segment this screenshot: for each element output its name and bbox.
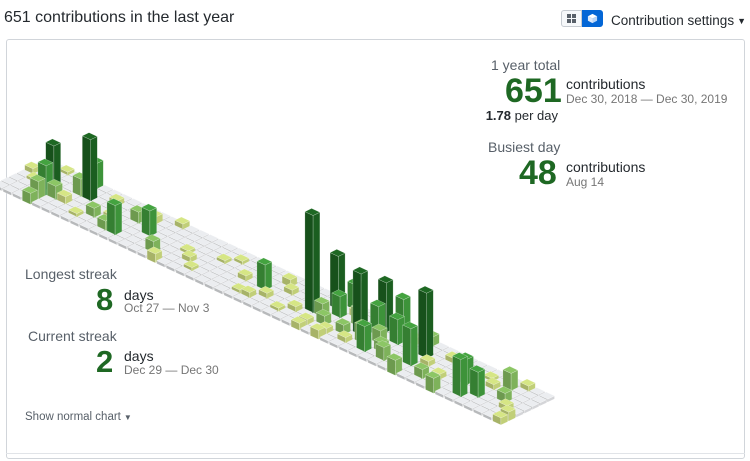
caret-down-icon: ▼ [123,413,132,422]
grid-view-icon[interactable] [561,10,582,27]
contribution-day-cell [452,352,468,399]
contribution-day-cell [21,186,38,205]
contribution-day-cell [402,321,419,369]
contribution-settings-label: Contribution settings [611,13,735,28]
total-label: 1 year total [491,57,561,73]
contribution-day-cell [283,282,300,298]
longest-streak-value: 8 [96,282,114,317]
contribution-day-cell [69,216,86,228]
current-streak-range: Dec 29 — Dec 30 [124,363,219,377]
total-range: Dec 30, 2018 — Dec 30, 2019 [566,92,728,106]
view-toggle[interactable] [561,10,603,27]
show-normal-chart-label: Show normal chart [25,411,121,423]
total-value: 651 [505,72,562,110]
contribution-day-cell [357,351,374,363]
contribution-day-cell [469,364,486,400]
total-unit: contributions [566,76,646,92]
show-normal-chart-link[interactable]: Show normal chart ▼ [25,411,132,423]
busiest-value: 48 [519,154,557,192]
contribution-day-cell [304,208,321,315]
per-day-text: per day [514,108,558,123]
contribution-day-cell [389,312,405,348]
contribution-day-cell [356,319,372,354]
chevron-down-icon: ▼ [737,16,746,27]
current-streak-label: Current streak [28,328,117,344]
busiest-unit: contributions [566,159,646,175]
cube-view-icon[interactable] [582,10,603,27]
per-day: 1.78 per day [486,108,558,123]
current-streak-value: 2 [96,344,114,379]
contribution-day-cell [331,289,348,321]
contribution-day-cell [183,260,200,273]
current-streak-unit: days [124,348,154,364]
contribution-day-cell [81,132,98,204]
contribution-day-cell [492,410,509,426]
contribution-day-cell [117,239,134,250]
contribution-day-cell [434,387,451,399]
longest-streak-label: Longest streak [25,266,117,282]
contribution-day-cell [106,198,123,237]
contribution-day-cell [417,285,434,361]
contribution-day-cell [141,203,158,239]
contribution-settings-dropdown[interactable]: Contribution settings ▼ [611,13,746,28]
card-divider [6,453,745,454]
busiest-label: Busiest day [488,139,561,155]
busiest-date: Aug 14 [566,175,605,189]
contribution-day-cell [425,371,441,394]
longest-streak-range: Oct 27 — Nov 3 [124,301,210,315]
contributions-heading: 651 contributions in the last year [4,9,235,26]
contribution-day-cell [386,353,403,376]
longest-streak-unit: days [124,287,154,303]
per-day-value: 1.78 [485,108,511,123]
contribution-day-cell [165,261,182,273]
contribution-card [6,39,745,459]
